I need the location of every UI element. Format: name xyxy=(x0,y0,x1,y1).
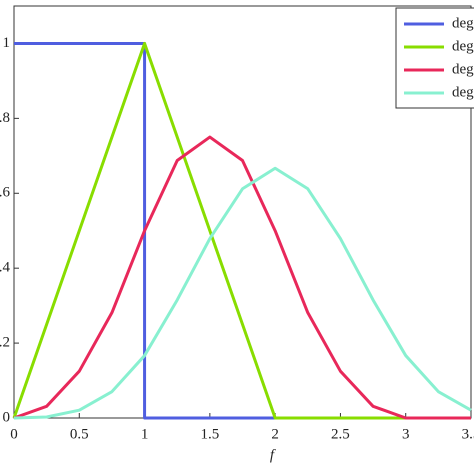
y-tick-label: 0 xyxy=(3,409,11,425)
legend-label: deg xyxy=(452,84,474,100)
x-tick-label: 2 xyxy=(271,426,279,442)
x-tick-label: 2.5 xyxy=(331,426,350,442)
y-tick-label: 0.6 xyxy=(0,185,11,201)
line-series xyxy=(13,135,471,420)
x-tick-label: 0.5 xyxy=(70,426,89,442)
y-tick-label: 0.2 xyxy=(0,335,10,351)
x-tick-label: 3 xyxy=(402,426,410,442)
y-tick-label: 0.8 xyxy=(0,110,10,126)
x-tick-label: 1.5 xyxy=(200,426,219,442)
legend-label: deg xyxy=(452,61,474,77)
x-tick-label: 3.5 xyxy=(462,426,474,442)
line-series xyxy=(13,166,472,420)
x-tick-label: 0 xyxy=(10,426,18,442)
y-tick-label: 0.4 xyxy=(0,260,11,276)
x-tick-label: 1 xyxy=(141,426,149,442)
legend-label: deg xyxy=(452,38,474,54)
y-tick-label: 1 xyxy=(3,35,11,51)
x-axis-label: f xyxy=(270,447,276,463)
line-series xyxy=(12,41,471,420)
legend-label: deg xyxy=(452,15,474,31)
